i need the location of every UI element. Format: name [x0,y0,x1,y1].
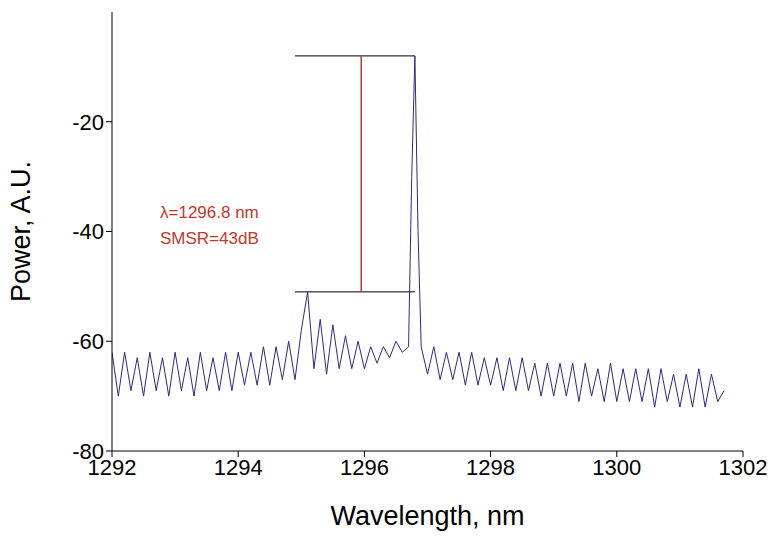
svg-text:Power, A.U.: Power, A.U. [6,161,36,302]
svg-text:1302: 1302 [719,455,768,480]
svg-text:Wavelength, nm: Wavelength, nm [330,501,524,531]
svg-text:1292: 1292 [87,454,137,480]
svg-text:1298: 1298 [466,455,515,480]
svg-text:-60: -60 [72,329,104,354]
svg-text:1296: 1296 [340,455,389,480]
svg-text:1300: 1300 [592,455,641,480]
svg-text:-40: -40 [72,219,104,244]
svg-text:1294: 1294 [214,455,263,480]
html-text:SMSR=43dB: SMSR=43dB [160,229,259,248]
svg-text:-80: -80 [72,439,104,464]
html-text:λ=1296.8 nm: λ=1296.8 nm [160,203,259,222]
svg-text:-20: -20 [72,110,104,135]
